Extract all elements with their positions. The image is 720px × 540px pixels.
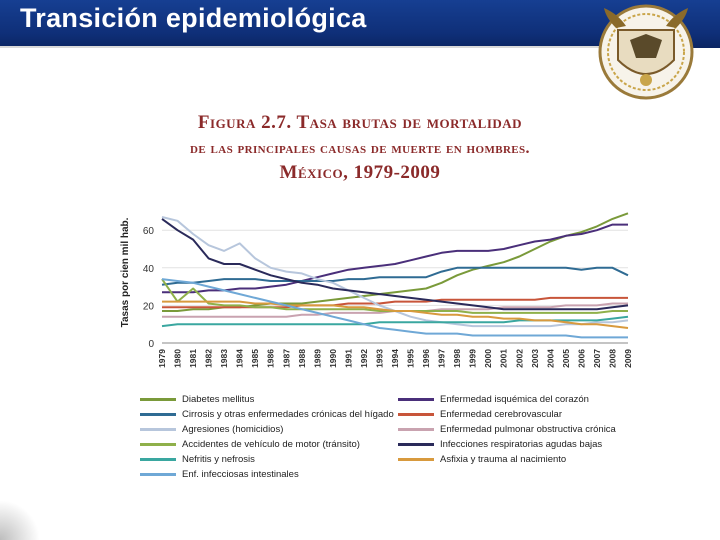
legend-label: Agresiones (homicidios) — [182, 424, 284, 435]
x-tick-label: 1996 — [421, 349, 431, 368]
x-tick-label: 2003 — [530, 349, 540, 368]
legend-label: Accidentes de vehículo de motor (tránsit… — [182, 439, 360, 450]
x-tick-label: 1979 — [157, 349, 167, 368]
x-tick-label: 2009 — [623, 349, 633, 368]
x-tick-label: 1992 — [359, 349, 369, 368]
x-tick-label: 1989 — [312, 349, 322, 368]
legend-swatch — [398, 427, 434, 431]
figure-title-line-2: de las principales causas de muerte en h… — [190, 140, 530, 157]
x-tick-label: 1982 — [204, 349, 214, 368]
legend-item: Infecciones respiratorias agudas bajas — [398, 439, 602, 450]
x-tick-label: 1990 — [328, 349, 338, 368]
x-tick-label: 1993 — [374, 349, 384, 368]
series-line-enfermedad-cerebrovascular — [162, 296, 628, 309]
x-tick-label: 1997 — [437, 349, 447, 368]
y-tick-label: 20 — [143, 301, 155, 312]
legend-label: Cirrosis y otras enfermedades crónicas d… — [182, 409, 394, 420]
x-tick-label: 1986 — [266, 349, 276, 368]
x-tick-label: 2005 — [561, 349, 571, 368]
slide-title: Transición epidemiológica — [20, 3, 367, 33]
x-tick-label: 1984 — [235, 349, 245, 368]
legend-label: Enfermedad isquémica del corazón — [440, 394, 589, 405]
x-tick-label: 1981 — [188, 349, 198, 368]
legend-item: Accidentes de vehículo de motor (tránsit… — [140, 439, 360, 450]
series-line-enfermedad-isquemica-del-corazon — [162, 223, 628, 294]
legend-swatch — [140, 427, 176, 431]
legend-swatch — [398, 442, 434, 446]
legend-swatch — [398, 397, 434, 401]
legend-item: Enfermedad isquémica del corazón — [398, 394, 589, 405]
series-line-asfixia-y-trauma-al-nacimiento — [162, 300, 629, 329]
legend-label: Enfermedad pulmonar obstructiva crónica — [440, 424, 616, 435]
x-tick-label: 1991 — [343, 349, 353, 368]
x-tick-label: 2000 — [483, 349, 493, 368]
legend-swatch — [398, 412, 434, 416]
legend-item: Enfermedad cerebrovascular — [398, 409, 562, 420]
series-line-enf-infecciosas-intestinales — [161, 278, 628, 339]
x-tick-label: 1987 — [281, 349, 291, 368]
legend-label: Asfixia y trauma al nacimiento — [440, 454, 567, 465]
x-tick-label: 2001 — [499, 349, 509, 368]
legend-item: Nefritis y nefrosis — [140, 454, 255, 465]
corner-decoration — [0, 500, 40, 540]
chart-legend: Diabetes mellitus Enfermedad isquémica de… — [140, 394, 660, 484]
legend-swatch — [398, 457, 434, 461]
figure-title-line-1: Figura 2.7. Tasa brutas de mortalidad — [197, 112, 523, 133]
slide-header — [0, 0, 720, 48]
x-tick-label: 2004 — [545, 349, 555, 368]
x-tick-label: 2007 — [592, 349, 602, 368]
y-tick-label: 60 — [143, 226, 155, 237]
x-tick-label: 1995 — [406, 349, 416, 368]
x-tick-label: 1994 — [390, 349, 400, 368]
legend-swatch — [140, 457, 176, 461]
legend-label: Enfermedad cerebrovascular — [440, 409, 562, 420]
legend-swatch — [140, 442, 176, 446]
x-tick-label: 1980 — [173, 349, 183, 368]
y-tick-label: 0 — [148, 339, 154, 350]
x-tick-label: 1988 — [297, 349, 307, 368]
legend-item: Diabetes mellitus — [140, 394, 254, 405]
mortality-line-chart: 0 20 40 60 Tasas por cien mil hab. 1979 1980 19… — [120, 212, 633, 368]
legend-item: Enf. infecciosas intestinales — [140, 469, 299, 480]
x-tick-label: 1985 — [250, 349, 260, 368]
legend-item: Cirrosis y otras enfermedades crónicas d… — [140, 409, 394, 420]
legend-item: Enfermedad pulmonar obstructiva crónica — [398, 424, 616, 435]
legend-swatch — [140, 397, 176, 401]
unam-seal-icon — [598, 4, 694, 100]
x-tick-label: 2002 — [514, 349, 524, 368]
legend-swatch — [140, 472, 176, 476]
x-tick-label: 2008 — [607, 349, 617, 368]
legend-item: Asfixia y trauma al nacimiento — [398, 454, 566, 465]
legend-label: Infecciones respiratorias agudas bajas — [440, 439, 603, 450]
x-tick-label: 2006 — [576, 349, 586, 368]
legend-item: Agresiones (homicidios) — [140, 424, 283, 435]
legend-label: Enf. infecciosas intestinales — [182, 469, 299, 480]
header-divider — [0, 46, 600, 48]
y-axis-label: Tasas por cien mil hab. — [120, 217, 131, 327]
x-tick-label: 1998 — [452, 349, 462, 368]
x-tick-label: 1983 — [219, 349, 229, 368]
legend-label: Nefritis y nefrosis — [182, 454, 255, 465]
legend-swatch — [140, 412, 176, 416]
legend-label: Diabetes mellitus — [182, 394, 255, 405]
x-tick-label: 1999 — [468, 349, 478, 368]
figure-title-line-3: México, 1979-2009 — [279, 162, 441, 183]
series-line-cirrosis-y-otras-enfermedades-cronicas-del-higado — [161, 266, 629, 286]
series-line-infecciones-respiratorias-agudas-bajas — [161, 218, 629, 311]
y-tick-label: 40 — [143, 264, 155, 275]
